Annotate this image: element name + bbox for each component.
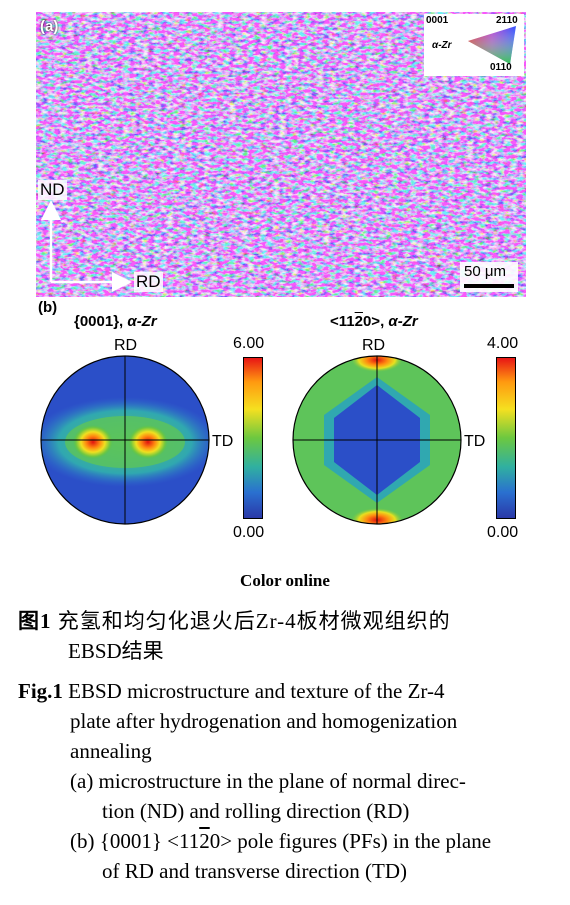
pf1-title-plane: {0001}	[74, 313, 120, 330]
ipf-corner-0110: 0110	[490, 62, 512, 73]
caption-en-label: Fig.1	[18, 679, 63, 703]
ipf-triangle	[468, 26, 516, 64]
caption-cn-line1: 图1 充氢和均匀化退火后Zr-4板材微观组织的	[18, 606, 563, 636]
ipf-corner-0001: 0001	[426, 15, 449, 26]
nd-rd-axes	[41, 200, 132, 292]
caption-a-line2: tion (ND) and rolling direction (RD)	[102, 799, 410, 823]
caption-cn-line2: EBSD结果	[68, 639, 164, 663]
panel-a-label: (a)	[40, 18, 59, 35]
pole-figure-0001	[40, 355, 210, 525]
scale-bar: 50 μm	[460, 262, 518, 292]
pf2-min-label: 0.00	[487, 524, 519, 541]
pf2-title-post: 0>	[362, 313, 381, 330]
pf2-colorbar	[496, 357, 516, 519]
ipf-corner-2110: 2110	[496, 15, 518, 26]
caption-b-line1: (b) {0001} <1120> pole figures (PFs) in …	[18, 826, 552, 856]
pf2-title: <1120>, α-Zr	[330, 313, 418, 330]
pf2-max-label: 4.00	[487, 335, 519, 352]
caption-b-pre: (b) {0001} <11	[70, 829, 200, 853]
pf1-max-label: 6.00	[233, 335, 265, 352]
caption-en-line2: plate after hydrogenation and homogeniza…	[70, 709, 458, 733]
panel-b-label: (b)	[38, 299, 58, 316]
caption-en-text-1: EBSD microstructure and texture of the Z…	[68, 679, 445, 703]
caption-cn-text-1: 充氢和均匀化退火后Zr-4板材微观组织的	[57, 609, 451, 633]
caption-en-line3: annealing	[70, 739, 152, 763]
axis-rd-label: RD	[134, 272, 163, 292]
pf1-td-label: TD	[212, 433, 234, 450]
caption-en: Fig.1 EBSD microstructure and texture of…	[18, 676, 552, 886]
caption-b-post: 0> pole figures (PFs) in the plane	[209, 829, 492, 853]
caption-b-line2: of RD and transverse direction (TD)	[102, 859, 407, 883]
caption-b-bar: 2	[199, 829, 210, 853]
caption-cn-label: 图1	[18, 609, 52, 633]
scale-bar-line	[464, 284, 514, 288]
pf2-title-phase: α-Zr	[388, 313, 418, 330]
pf2-td-label: TD	[464, 433, 486, 450]
pf2-title-bar: 2	[354, 313, 363, 330]
caption-a-line1: (a) microstructure in the plane of norma…	[70, 769, 466, 793]
pf1-colorbar	[243, 357, 263, 519]
pole-figure-11-20	[292, 355, 462, 525]
axis-nd-label: ND	[38, 180, 67, 200]
pf2-title-pre: <11	[330, 313, 355, 330]
caption-cn: 图1 充氢和均匀化退火后Zr-4板材微观组织的 EBSD结果	[18, 606, 563, 666]
pf1-min-label: 0.00	[233, 524, 265, 541]
scale-bar-label: 50 μm	[464, 263, 506, 280]
pf2-rd-label: RD	[362, 337, 386, 354]
pf1-title: {0001}, α-Zr	[74, 313, 157, 330]
caption-en-line1: Fig.1 EBSD microstructure and texture of…	[18, 676, 552, 706]
color-online-note: Color online	[240, 571, 330, 590]
pf1-rd-label: RD	[114, 337, 138, 354]
pf1-title-phase: α-Zr	[127, 313, 157, 330]
ipf-phase-label: α-Zr	[432, 40, 452, 51]
ipf-key: 0001 2110 α-Zr 0110	[424, 14, 524, 76]
